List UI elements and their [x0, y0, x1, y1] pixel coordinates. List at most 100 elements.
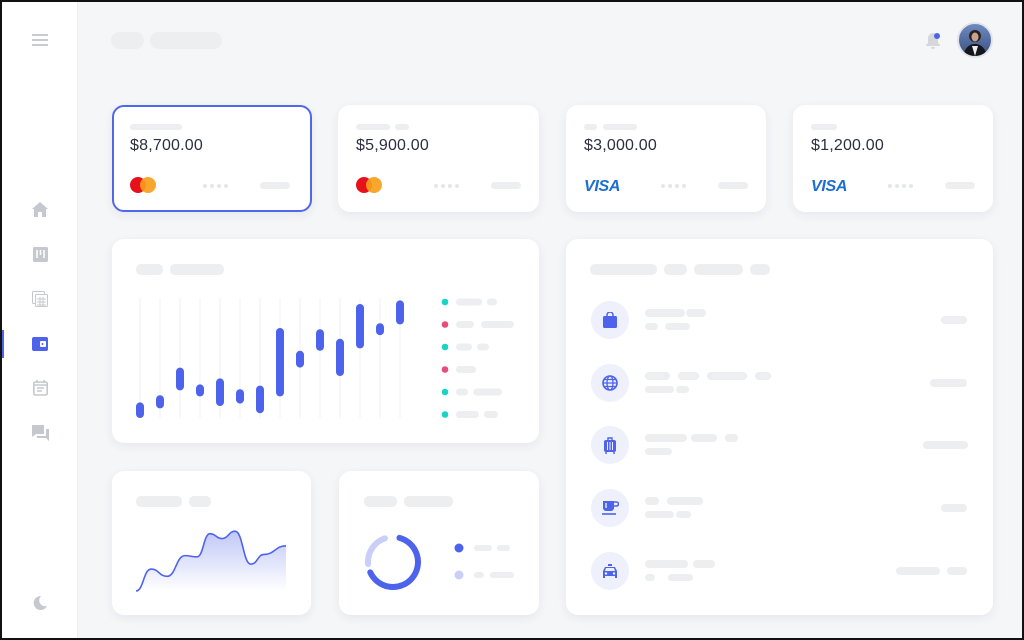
bell-icon[interactable]: [925, 32, 941, 50]
panel-title-skeleton: [136, 496, 182, 507]
transaction-title-skeleton: [707, 371, 747, 380]
legend-skeleton: [497, 545, 510, 551]
visa-logo: VISA: [811, 178, 848, 195]
card-number-skeleton: [718, 182, 748, 189]
legend-skeleton: [456, 321, 474, 328]
board-icon[interactable]: [31, 245, 49, 263]
transaction-row[interactable]: [566, 551, 993, 590]
panel-title-skeleton: [750, 264, 770, 275]
menu-icon[interactable]: [31, 31, 49, 49]
transaction-subtitle-skeleton: [645, 448, 672, 456]
transaction-title-skeleton: [645, 371, 670, 380]
transaction-row[interactable]: [566, 489, 993, 528]
legend-dot: [454, 543, 464, 553]
legend-dot: [441, 366, 449, 373]
panel-title-skeleton: [170, 264, 224, 275]
shopping-bag-icon: [591, 301, 629, 339]
transaction-title-skeleton: [686, 309, 706, 317]
transaction-title-skeleton: [725, 434, 738, 443]
legend-skeleton: [456, 411, 479, 418]
transactions-panel: [566, 239, 993, 615]
card-number-skeleton: [945, 182, 975, 189]
card-number-skeleton: [491, 182, 521, 189]
legend-skeleton: [456, 366, 476, 373]
area-fill: [136, 531, 286, 591]
card-number-skeleton: [260, 182, 290, 189]
legend-skeleton: [484, 411, 498, 418]
legend-skeleton: [481, 321, 514, 328]
transaction-title-skeleton: [691, 434, 717, 443]
dark-mode-icon[interactable]: [31, 594, 49, 612]
area-line: [135, 530, 287, 592]
legend-skeleton: [456, 298, 482, 306]
transaction-title-skeleton: [645, 309, 685, 317]
card-3[interactable]: $3,000.00 VISA: [566, 105, 766, 212]
panel-title-skeleton: [694, 264, 743, 275]
legend-dot: [454, 570, 464, 580]
globe-icon: [591, 363, 629, 402]
transaction-title-skeleton: [678, 371, 699, 380]
card-amount: $5,900.00: [356, 137, 429, 154]
legend-dot: [441, 343, 449, 351]
area-chart: [135, 530, 287, 592]
donut-chart: [365, 534, 464, 590]
panel-title-skeleton: [664, 264, 687, 275]
transaction-subtitle-skeleton: [645, 511, 674, 519]
legend-skeleton: [477, 343, 489, 351]
page-title-skeleton: [150, 32, 222, 49]
card-label-skeleton: [811, 124, 837, 130]
legend-skeleton: [456, 343, 472, 351]
visa-logo: VISA: [584, 178, 621, 195]
breadcrumb-skeleton: [111, 32, 144, 49]
transaction-amount-skeleton: [941, 316, 967, 324]
legend-dot: [441, 298, 449, 306]
transaction-title-skeleton: [667, 497, 703, 506]
legend-dot: [441, 411, 449, 418]
range-bar-chart: [136, 298, 514, 418]
card-label-skeleton: [395, 124, 409, 130]
mastercard-logo: [130, 177, 156, 193]
legend-dot: [441, 388, 449, 396]
transaction-subtitle-skeleton: [668, 573, 693, 581]
transaction-row[interactable]: [566, 426, 993, 465]
transaction-subtitle-skeleton: [645, 323, 658, 330]
card-2[interactable]: $5,900.00: [338, 105, 539, 212]
card-1[interactable]: $8,700.00: [112, 105, 312, 212]
card-4[interactable]: $1,200.00 VISA: [793, 105, 993, 212]
card-amount: $3,000.00: [584, 137, 657, 154]
chat-icon[interactable]: [31, 424, 49, 442]
transaction-amount-skeleton: [923, 441, 968, 450]
transaction-title-skeleton: [645, 434, 687, 443]
transaction-amount-skeleton: [896, 566, 940, 575]
mastercard-logo: [356, 177, 382, 193]
card-amount: $1,200.00: [811, 137, 884, 154]
transaction-row[interactable]: [566, 301, 993, 339]
luggage-icon: [591, 426, 629, 465]
panel-title-skeleton: [404, 496, 453, 507]
panel-title-skeleton: [136, 264, 163, 275]
home-icon[interactable]: [31, 200, 49, 218]
donut-segment: [365, 535, 388, 568]
transaction-title-skeleton: [755, 371, 771, 380]
card-label-skeleton: [584, 124, 597, 130]
donut-chart-panel: [339, 471, 539, 615]
avatar[interactable]: [957, 22, 993, 58]
legend-skeleton: [474, 545, 492, 551]
masked-number-dots: [203, 184, 228, 188]
area-chart-panel: [112, 471, 311, 615]
calendar-icon[interactable]: [31, 379, 49, 397]
panel-title-skeleton: [364, 496, 397, 507]
transaction-row[interactable]: [566, 363, 993, 402]
card-label-skeleton: [356, 124, 390, 130]
transaction-title-skeleton: [645, 559, 688, 568]
card-label-skeleton: [130, 124, 182, 130]
calculator-icon[interactable]: [31, 290, 49, 308]
legend-dot: [441, 321, 449, 328]
legend-skeleton: [490, 572, 514, 578]
taxi-icon: [591, 551, 629, 590]
transaction-amount-skeleton: [930, 378, 967, 387]
transaction-title-skeleton: [645, 497, 659, 506]
masked-number-dots: [434, 184, 459, 188]
card-amount: $8,700.00: [130, 137, 203, 154]
wallet-icon[interactable]: [31, 335, 49, 353]
